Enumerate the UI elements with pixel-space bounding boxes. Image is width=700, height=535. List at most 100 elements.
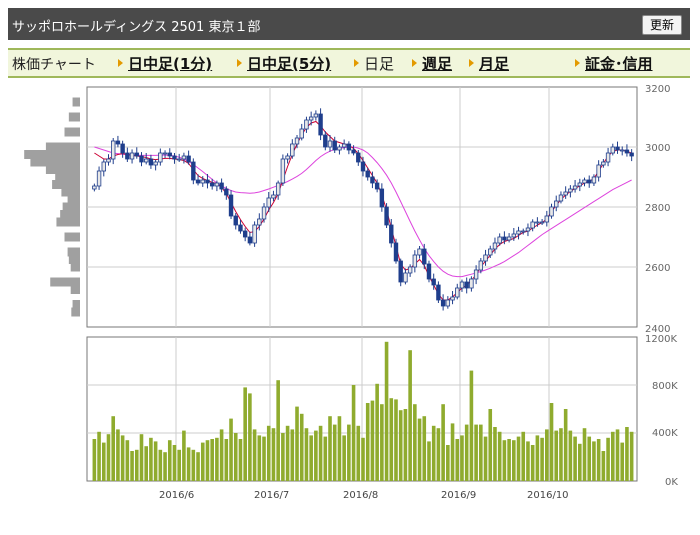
volume-bar — [545, 429, 549, 481]
volume-bar — [328, 416, 332, 481]
candle-body — [191, 161, 196, 181]
volume-bar — [493, 427, 497, 481]
candle-body — [271, 194, 276, 199]
candle-body — [535, 221, 540, 224]
candle-body — [511, 233, 517, 238]
candle-body — [252, 224, 257, 244]
volume-bar — [596, 439, 601, 481]
nav-intraday-1min[interactable]: 日中足(1分) — [128, 55, 213, 73]
candle-body — [516, 230, 521, 235]
candle-body — [549, 206, 554, 217]
volume-bar — [215, 437, 219, 481]
nav-intraday-5min[interactable]: 日中足(5分) — [247, 55, 332, 73]
candle-body — [176, 158, 182, 161]
volume-profile-bar — [56, 217, 80, 227]
candle-body — [497, 236, 502, 244]
axes: 3200 3000 2800 2600 2400 1200K 800K 400K… — [159, 84, 678, 501]
candle-body — [323, 134, 328, 148]
candle-body — [304, 119, 309, 130]
volume-bar — [243, 387, 247, 481]
volume-tick-label: 800K — [652, 381, 678, 392]
volume-bar — [413, 404, 417, 481]
volume-profile-bar — [67, 195, 80, 204]
volume-bar — [144, 446, 148, 481]
candle-body — [200, 179, 205, 184]
volume-bar — [238, 439, 243, 481]
volume-tick-label: 1200K — [645, 334, 677, 345]
candle-body — [233, 215, 238, 226]
candle-body — [469, 278, 474, 289]
volume-profile-bar — [67, 247, 80, 257]
nav-margin-credit[interactable]: 証金･信用 — [585, 55, 653, 73]
nav-daily[interactable]: 日足 — [364, 55, 395, 73]
candle-body — [346, 143, 352, 151]
candle-body — [209, 182, 215, 187]
volume-bar — [450, 423, 455, 481]
candle-body — [610, 146, 615, 154]
volume-bar — [153, 441, 158, 481]
volume-profile-bar — [64, 232, 80, 242]
candle-body — [389, 224, 394, 244]
volume-bar — [111, 416, 116, 481]
candle-body — [492, 242, 498, 250]
candle-body — [238, 224, 243, 232]
price-tick-label: 3000 — [645, 143, 670, 154]
volume-bar — [620, 442, 625, 481]
volume-bar — [502, 440, 507, 481]
candle-body — [473, 269, 479, 280]
candle-body — [374, 182, 380, 190]
candle-body — [587, 179, 592, 184]
volume-bar — [460, 435, 464, 481]
candle-body — [360, 161, 366, 172]
candle-body — [436, 284, 441, 301]
candle-body — [242, 230, 248, 238]
candle-body — [299, 128, 304, 139]
candle-body — [101, 161, 106, 172]
candle-body — [125, 152, 130, 160]
nav-monthly[interactable]: 月足 — [479, 55, 510, 73]
candle-body — [601, 161, 606, 166]
date-tick-label: 2016/10 — [527, 490, 569, 501]
volume-bar — [177, 449, 181, 481]
candle-body — [181, 155, 187, 160]
candle-body — [563, 191, 568, 196]
volume-bar — [351, 385, 356, 481]
candle-body — [502, 236, 507, 241]
date-tick-label: 2016/6 — [159, 490, 194, 501]
volume-profile-bar — [61, 187, 80, 197]
volume-bar — [281, 433, 285, 481]
volume-bar — [375, 383, 379, 481]
volume-bar — [149, 437, 153, 481]
volume-bar — [610, 431, 615, 481]
volume-bar — [182, 430, 186, 481]
volume-bar — [332, 424, 337, 481]
title-bar: サッポロホールディングス 2501 東京１部 更新 — [8, 8, 690, 40]
arrow-icon — [237, 59, 242, 67]
volume-bar — [422, 416, 427, 481]
candle-body — [313, 113, 319, 118]
refresh-button[interactable]: 更新 — [642, 15, 682, 35]
candle-body — [525, 227, 531, 232]
volume-bar — [337, 416, 342, 481]
candle-body — [596, 164, 601, 178]
volume-bar — [285, 425, 290, 481]
candle-body — [224, 188, 229, 196]
volume-bar — [101, 442, 106, 481]
arrow-icon — [469, 59, 474, 67]
candle-body — [440, 299, 446, 307]
candle-body — [591, 176, 597, 184]
volume-profile-bar — [50, 277, 80, 287]
volume-bar — [224, 439, 229, 481]
candle-body — [582, 179, 587, 184]
volume-bar — [167, 440, 172, 481]
volume-bar — [403, 409, 408, 481]
volume-bar — [427, 441, 431, 481]
candle-body — [577, 182, 582, 187]
nav-weekly[interactable]: 週足 — [422, 55, 453, 73]
candle-body — [186, 155, 191, 163]
volume-profile-bar — [72, 300, 80, 309]
volume-bar — [441, 404, 445, 481]
candle-body — [379, 188, 385, 208]
candle-body — [605, 152, 611, 163]
